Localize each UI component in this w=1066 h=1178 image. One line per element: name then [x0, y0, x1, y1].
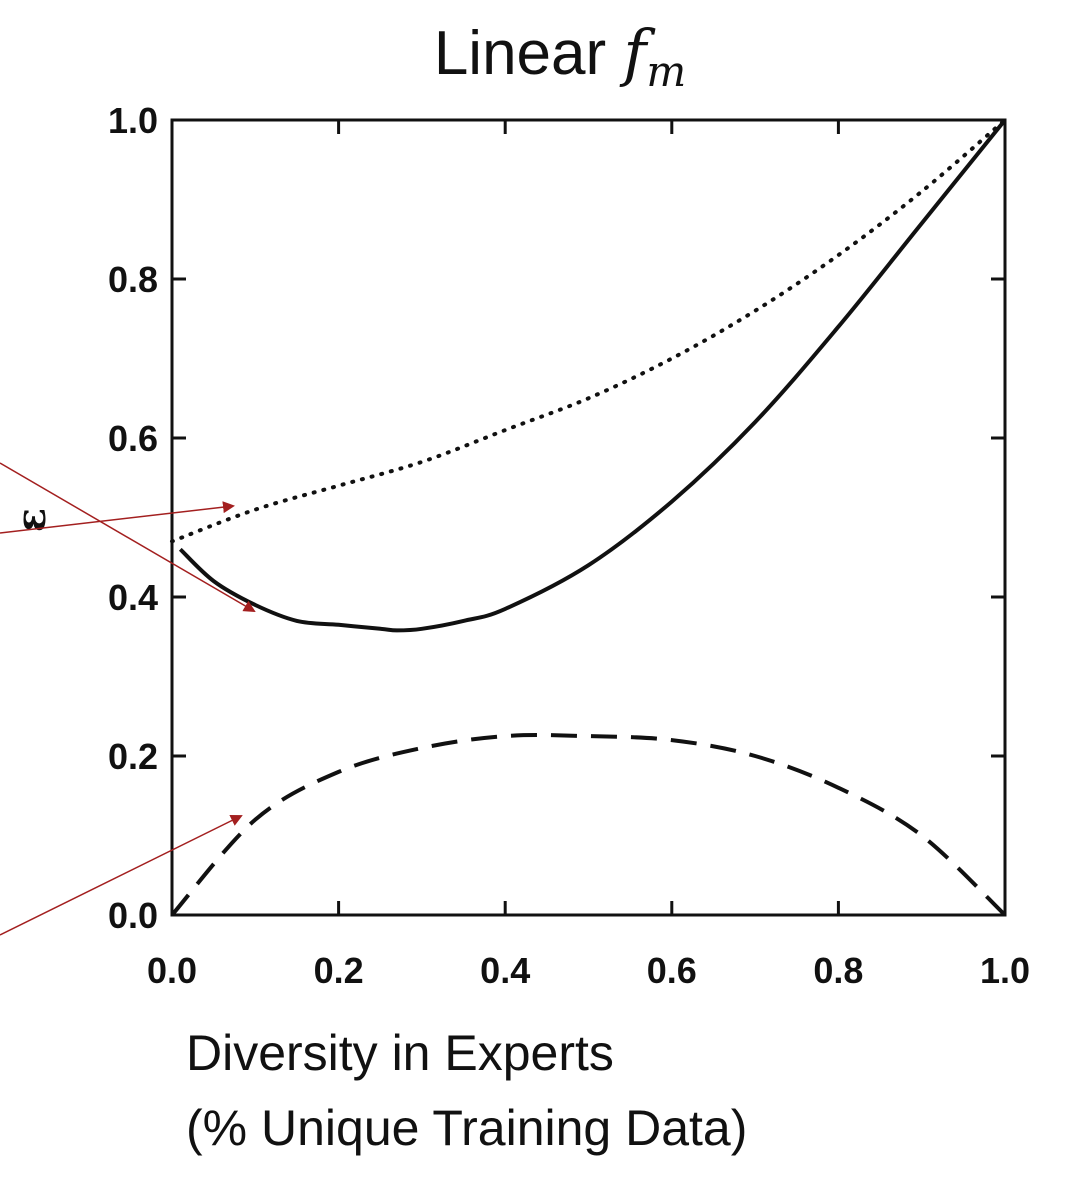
x-tick-label: 0.2 — [314, 950, 364, 991]
annotation-arrow-dashed — [0, 815, 243, 936]
x-tick-label: 0.6 — [647, 950, 697, 991]
annotation-arrow-solid — [0, 462, 256, 613]
plot-frame — [170, 118, 1007, 917]
chart-title-main: Linear — [434, 19, 624, 88]
series-group — [170, 118, 1007, 917]
x-tick-label: 0.0 — [147, 950, 197, 991]
series-line-dotted — [170, 118, 1007, 544]
y-axis-ticks: 0.0 0.2 0.4 0.6 0.8 1.0 — [108, 100, 1005, 936]
y-axis-label: ε — [8, 508, 55, 532]
series-line-solid — [178, 118, 1007, 633]
annotation-arrows — [0, 462, 256, 936]
y-tick-label: 0.0 — [108, 895, 158, 936]
chart-title: Linear fm — [434, 16, 686, 96]
y-tick-label: 0.8 — [108, 259, 158, 300]
x-tick-label: 1.0 — [980, 950, 1030, 991]
y-tick-label: 0.6 — [108, 418, 158, 459]
y-tick-label: 1.0 — [108, 100, 158, 141]
annotation-arrow-dotted — [0, 501, 235, 534]
x-tick-label: 0.8 — [813, 950, 863, 991]
x-axis-ticks: 0.0 0.2 0.4 0.6 0.8 1.0 — [147, 120, 1030, 991]
y-tick-label: 0.2 — [108, 736, 158, 777]
chart-title-subscript: m — [646, 47, 686, 96]
y-tick-label: 0.4 — [108, 577, 158, 618]
x-axis-label-line-2: (% Unique Training Data) — [186, 1100, 747, 1156]
x-axis-label-line-1: Diversity in Experts — [186, 1025, 614, 1081]
x-tick-label: 0.4 — [480, 950, 530, 991]
series-line-dashed — [170, 733, 1007, 917]
